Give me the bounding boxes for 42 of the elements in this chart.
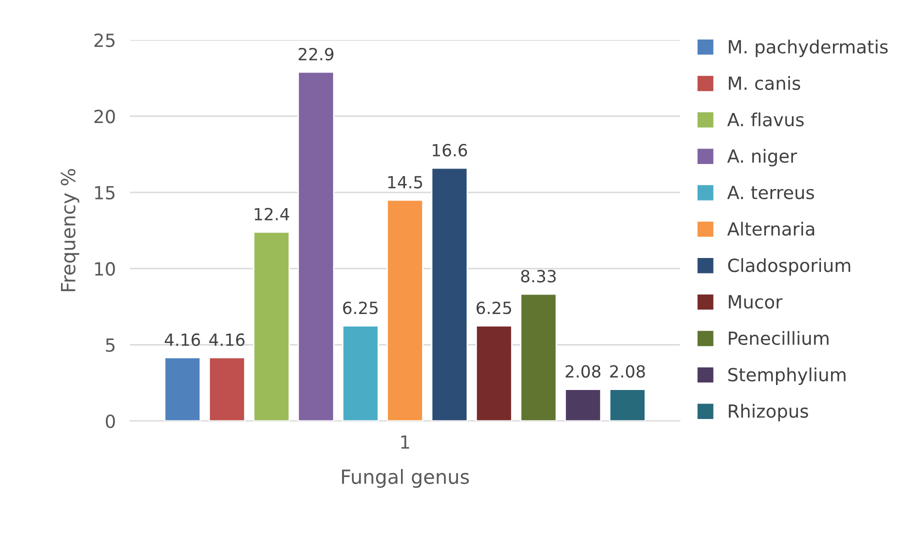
data-label: 2.08 <box>610 365 645 378</box>
legend-label: Cladosporium <box>728 258 850 276</box>
bar <box>386 199 424 421</box>
data-label: 4.16 <box>209 333 245 346</box>
legend-label: Stemphylium <box>728 367 846 385</box>
data-label: 8.33 <box>521 270 556 282</box>
data-label: 2.08 <box>566 365 600 378</box>
data-label: 6.25 <box>476 302 512 314</box>
legend-label: Penecillium <box>728 331 828 346</box>
y-tick-label: 25 <box>94 33 115 48</box>
legend-label: A. niger <box>727 148 798 166</box>
legend-label: A. flavus <box>727 112 804 126</box>
data-label: 6.25 <box>343 302 378 314</box>
y-tick-label: 5 <box>106 338 115 352</box>
legend-label: Alternaria <box>727 222 814 236</box>
y-tick-label: 15 <box>95 186 115 200</box>
y-axis-title: Frequency % <box>60 169 80 292</box>
y-tick-label: 20 <box>94 110 115 124</box>
x-tick-label: 1 <box>401 435 410 449</box>
y-tick-label: 10 <box>95 262 115 276</box>
bar <box>520 293 557 421</box>
data-label: 16.6 <box>432 144 468 156</box>
bar <box>431 167 468 421</box>
data-label: 14.5 <box>388 176 422 188</box>
legend-label: M. canis <box>728 76 800 90</box>
y-tick-label: 0 <box>106 414 115 428</box>
data-label: 22.9 <box>298 48 334 60</box>
legend-label: Rhizopus <box>728 404 808 422</box>
bar <box>164 356 201 421</box>
legend-label: M. pachydermatis <box>728 40 888 58</box>
data-label: 4.16 <box>164 333 200 346</box>
x-axis-title: Fungal genus <box>342 469 469 488</box>
bar <box>253 231 290 421</box>
bar <box>298 71 334 421</box>
bar <box>208 356 246 421</box>
bar <box>564 388 602 421</box>
legend-label: A. terreus <box>727 186 814 200</box>
data-label: 12.4 <box>254 208 290 220</box>
bar <box>476 325 512 421</box>
bar <box>342 325 379 421</box>
bar <box>609 388 646 421</box>
legend-label: Mucor <box>728 295 783 309</box>
